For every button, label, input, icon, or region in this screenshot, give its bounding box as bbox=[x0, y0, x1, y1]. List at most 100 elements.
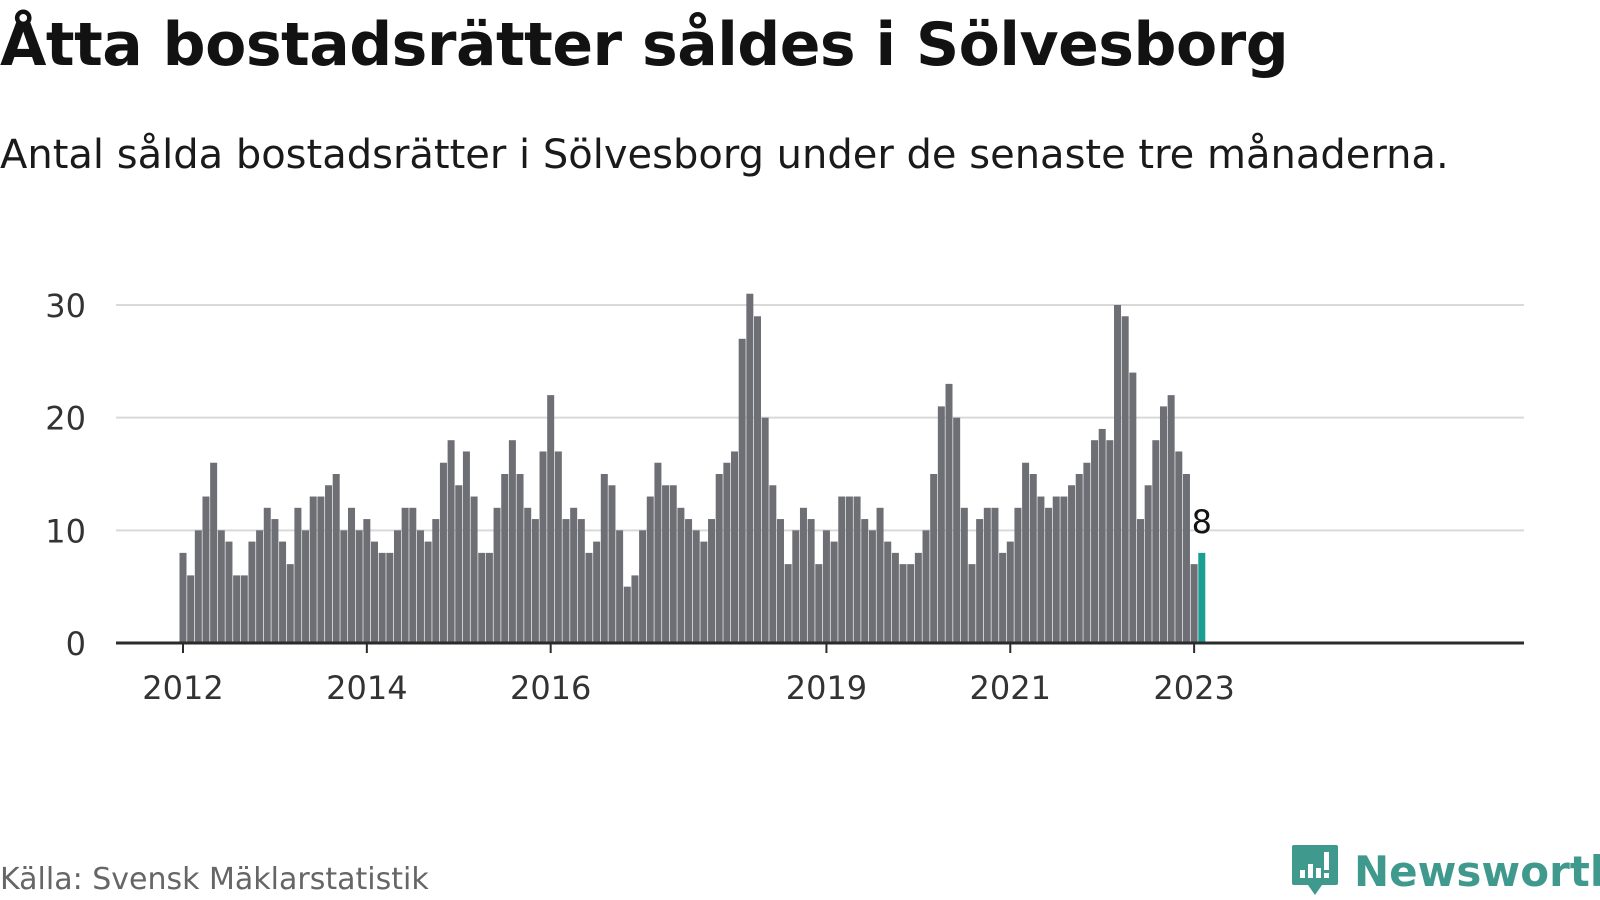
bar bbox=[508, 440, 516, 643]
bar bbox=[562, 519, 570, 643]
bar bbox=[1006, 541, 1014, 643]
bar bbox=[983, 507, 991, 643]
bar-chart: 2012 2014 2016 2019 2021 2023 0 10 20 30 8 bbox=[45, 287, 1524, 707]
bar bbox=[485, 552, 493, 643]
bar bbox=[1159, 406, 1167, 643]
bar bbox=[1052, 496, 1060, 643]
bar bbox=[355, 530, 363, 643]
chart-title: Åtta bostadsrätter såldes i Sölvesborg bbox=[0, 10, 1289, 80]
x-tick-label: 2023 bbox=[1153, 669, 1234, 707]
bar bbox=[754, 316, 761, 643]
bar bbox=[899, 564, 907, 643]
bar bbox=[761, 417, 769, 643]
bar bbox=[746, 293, 754, 643]
y-tick-label: 30 bbox=[45, 287, 86, 325]
bar bbox=[937, 406, 945, 643]
bar bbox=[393, 530, 401, 643]
highlight-value-label: 8 bbox=[1192, 503, 1212, 541]
bar bbox=[784, 564, 792, 643]
bar bbox=[210, 462, 218, 643]
bar bbox=[1037, 496, 1045, 643]
bar bbox=[776, 519, 784, 643]
bar bbox=[723, 462, 731, 643]
bar bbox=[302, 530, 310, 643]
bar bbox=[1121, 316, 1129, 643]
bar bbox=[669, 485, 677, 643]
bar bbox=[348, 507, 356, 643]
bar bbox=[187, 575, 195, 643]
bar bbox=[325, 485, 333, 643]
y-tick-label: 0 bbox=[66, 625, 86, 663]
x-tick-label: 2012 bbox=[142, 669, 223, 707]
bars bbox=[179, 293, 1206, 643]
bar bbox=[891, 552, 899, 643]
bar bbox=[815, 564, 823, 643]
bar bbox=[447, 440, 455, 643]
bar bbox=[271, 519, 279, 643]
bar bbox=[233, 575, 241, 643]
bar bbox=[179, 552, 187, 643]
brand-logo: Newsworthy bbox=[1290, 843, 1600, 899]
bar bbox=[960, 507, 968, 643]
bar bbox=[700, 541, 708, 643]
bar bbox=[585, 552, 593, 643]
bar bbox=[600, 474, 608, 643]
bar bbox=[1190, 564, 1198, 643]
bar bbox=[386, 552, 394, 643]
bar bbox=[516, 474, 524, 643]
bar bbox=[1022, 462, 1030, 643]
bar bbox=[738, 338, 746, 643]
bar bbox=[1129, 372, 1137, 643]
bar bbox=[401, 507, 409, 643]
bar bbox=[930, 474, 938, 643]
bar bbox=[363, 519, 371, 643]
bar bbox=[945, 383, 953, 643]
bar bbox=[853, 496, 861, 643]
bar bbox=[807, 519, 815, 643]
bar bbox=[907, 564, 915, 643]
bar bbox=[914, 552, 922, 643]
bar bbox=[470, 496, 478, 643]
bar bbox=[493, 507, 501, 643]
bar bbox=[279, 541, 287, 643]
bar bbox=[884, 541, 892, 643]
bar bbox=[662, 485, 670, 643]
bar bbox=[715, 474, 723, 643]
bar bbox=[692, 530, 700, 643]
bar bbox=[677, 507, 685, 643]
bar bbox=[194, 530, 202, 643]
bar bbox=[455, 485, 463, 643]
bar bbox=[554, 451, 562, 643]
bar bbox=[685, 519, 693, 643]
bar bbox=[424, 541, 432, 643]
bar bbox=[256, 530, 264, 643]
x-tick-label: 2014 bbox=[326, 669, 407, 707]
bar bbox=[876, 507, 884, 643]
bar bbox=[531, 519, 539, 643]
bar bbox=[646, 496, 654, 643]
bar bbox=[654, 462, 662, 643]
bar bbox=[263, 507, 271, 643]
bar bbox=[547, 395, 555, 643]
bar bbox=[822, 530, 830, 643]
x-axis-ticks: 2012 2014 2016 2019 2021 2023 bbox=[142, 643, 1235, 707]
bar bbox=[1068, 485, 1076, 643]
bar bbox=[623, 586, 631, 643]
bar bbox=[1045, 507, 1053, 643]
bar bbox=[999, 552, 1007, 643]
bar bbox=[1075, 474, 1083, 643]
x-tick-label: 2019 bbox=[786, 669, 867, 707]
bar bbox=[317, 496, 325, 643]
bar bbox=[861, 519, 869, 643]
bar bbox=[799, 507, 807, 643]
bar bbox=[769, 485, 777, 643]
bar bbox=[845, 496, 853, 643]
bar bbox=[1060, 496, 1068, 643]
y-tick-label: 20 bbox=[45, 400, 86, 438]
bar bbox=[371, 541, 378, 643]
source-note: Källa: Svensk Mäklarstatistik bbox=[0, 862, 429, 897]
bar bbox=[631, 575, 639, 643]
bar bbox=[991, 507, 999, 643]
bar bbox=[608, 485, 616, 643]
bar bbox=[409, 507, 417, 643]
